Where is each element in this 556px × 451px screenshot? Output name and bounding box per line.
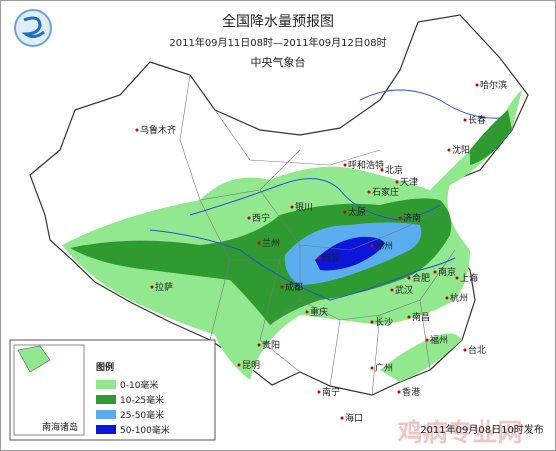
city-label: 成都: [285, 281, 303, 293]
city-label: 郑州: [375, 240, 393, 252]
city-dot: [317, 256, 321, 260]
city-dot: [463, 118, 467, 122]
city-label: 杭州: [450, 292, 468, 304]
city-label: 福州: [430, 334, 448, 346]
city-label: 西安: [322, 252, 340, 264]
city-dot: [340, 416, 344, 420]
legend-swatch: [96, 380, 116, 389]
city-label: 西宁: [252, 212, 270, 224]
city-dot: [290, 205, 294, 209]
city-dot: [447, 148, 451, 152]
footer: 2011年09月08日10时发布: [420, 423, 544, 436]
city-dot: [135, 128, 139, 132]
city-dot: [305, 310, 309, 314]
logo: [14, 9, 52, 47]
city-dot: [257, 241, 261, 245]
city-dot: [317, 390, 321, 394]
legend: 南海诸岛 图例 0-10毫米 10-25毫米 25-50毫米 50-100毫米: [9, 339, 216, 441]
city-label: 重庆: [310, 306, 328, 318]
city-dot: [257, 343, 261, 347]
city-label: 武汉: [395, 284, 413, 296]
city-dot: [150, 285, 154, 289]
city-dot: [463, 348, 467, 352]
city-dot: [343, 163, 347, 167]
city-label: 台北: [468, 344, 486, 356]
city-label: 南宁: [322, 386, 340, 398]
city-dot: [407, 276, 411, 280]
city-label: 贵阳: [262, 339, 280, 351]
city-dot: [370, 244, 374, 248]
city-dot: [370, 320, 374, 324]
rain-areas: [62, 90, 522, 382]
city-dot: [370, 366, 374, 370]
city-dot: [395, 180, 399, 184]
city-label: 哈尔滨: [480, 79, 507, 91]
subtitle: 2011年09月11日08时—2011年09月12日08时: [169, 36, 386, 49]
legend-swatch: [96, 425, 116, 434]
provinces: [149, 74, 501, 396]
city-label: 石家庄: [372, 186, 399, 198]
legend-label: 0-10毫米: [120, 379, 158, 391]
city-label: 太原: [348, 206, 366, 218]
city-dot: [280, 285, 284, 289]
inset-label: 南海诸岛: [42, 421, 78, 433]
inset-coast: [17, 345, 51, 373]
city-dot: [247, 216, 251, 220]
issuer: 中央气象台: [251, 55, 306, 69]
city-label: 海口: [345, 412, 363, 424]
city-label: 南昌: [412, 311, 430, 323]
city-dot: [455, 276, 459, 280]
city-dot: [398, 216, 402, 220]
city-dot: [433, 270, 437, 274]
city-label: 昆明: [242, 360, 260, 371]
city-label: 兰州: [262, 237, 280, 249]
city-label: 天津: [400, 177, 418, 188]
city-label: 南京: [438, 266, 456, 278]
city-dot: [397, 390, 401, 394]
city-label: 广州: [375, 362, 393, 374]
city-label: 乌鲁木齐: [140, 124, 176, 136]
legend-label: 10-25毫米: [120, 394, 164, 406]
city-label: 呼和浩特: [348, 159, 384, 171]
city-dot: [237, 363, 241, 367]
title: 全国降水量预报图: [222, 13, 334, 30]
city-dot: [367, 190, 371, 194]
legend-swatch: [96, 395, 116, 404]
city-dot: [425, 338, 429, 342]
city-label: 银川: [295, 201, 313, 213]
city-dot: [343, 210, 347, 214]
city-label: 济南: [403, 212, 421, 224]
legend-label: 50-100毫米: [120, 424, 170, 436]
legend-swatch: [96, 410, 116, 419]
city-dot: [380, 168, 384, 172]
city-label: 上海: [460, 272, 478, 284]
watermark: 鸡病专业网: [396, 418, 522, 447]
city-dot: [445, 296, 449, 300]
city-label: 拉萨: [155, 281, 173, 293]
city-dot: [475, 83, 479, 87]
city-label: 北京: [385, 164, 403, 176]
city-dot: [390, 288, 394, 292]
legend-label: 25-50毫米: [120, 409, 164, 421]
city-label: 长沙: [375, 316, 393, 328]
city-label: 合肥: [412, 272, 430, 284]
city-label: 沈阳: [452, 144, 470, 156]
city-dot: [407, 315, 411, 319]
city-label: 香港: [402, 386, 420, 398]
legend-title: 图例: [96, 361, 114, 373]
city-label: 长春: [468, 114, 486, 126]
